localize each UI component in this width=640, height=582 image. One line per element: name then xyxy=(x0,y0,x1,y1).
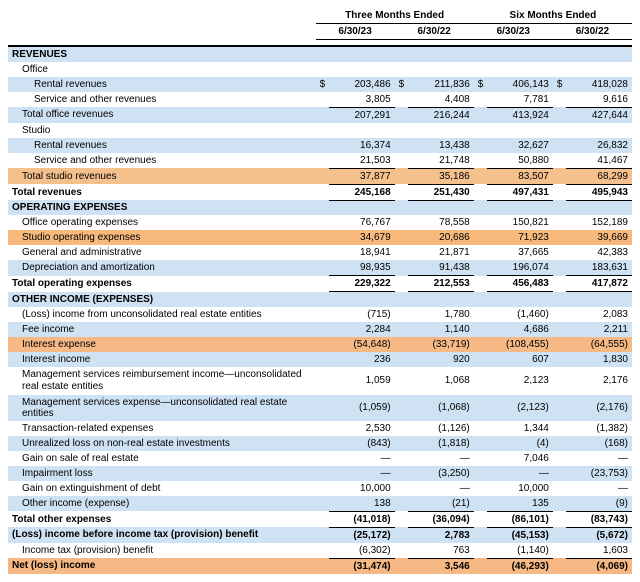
label: Interest income xyxy=(8,352,316,367)
row-impairment: Impairment loss — (3,250) — (23,753) xyxy=(8,466,632,481)
label: Rental revenues xyxy=(8,138,316,153)
label: Depreciation and amortization xyxy=(8,260,316,276)
financial-statement: Three Months Ended Six Months Ended 6/30… xyxy=(8,8,632,574)
row-txn-exp: Transaction-related expenses 2,530 (1,12… xyxy=(8,421,632,436)
label: Gain on extinguishment of debt xyxy=(8,481,316,496)
hdr-p1: 6/30/23 xyxy=(316,24,395,40)
row-office-sub: Office xyxy=(8,62,632,77)
label: (Loss) income from unconsolidated real e… xyxy=(8,307,316,322)
label: Total office revenues xyxy=(8,107,316,123)
label: Office xyxy=(8,62,316,77)
row-unrl-loss: Unrealized loss on non-real estate inves… xyxy=(8,436,632,451)
row-loss-before-tax: (Loss) income before income tax (provisi… xyxy=(8,527,632,543)
row-mgmt-reimb: Management services reimbursement income… xyxy=(8,367,632,395)
hdr-p4: 6/30/22 xyxy=(553,24,632,40)
label: OTHER INCOME (EXPENSES) xyxy=(8,292,316,307)
row-fee-income: Fee income 2,284 1,140 4,686 2,211 xyxy=(8,322,632,337)
label: Rental revenues xyxy=(8,77,316,92)
label: Fee income xyxy=(8,322,316,337)
row-gain-sale: Gain on sale of real estate — — 7,046 — xyxy=(8,451,632,466)
label: Total revenues xyxy=(8,184,316,200)
row-interest-expense: Interest expense (54,648) (33,719) (108,… xyxy=(8,337,632,352)
label: Interest expense xyxy=(8,337,316,352)
label: Studio xyxy=(8,123,316,138)
label: Total studio revenues xyxy=(8,168,316,184)
label: Management services expense—unconsolidat… xyxy=(8,395,316,421)
label: Total operating expenses xyxy=(8,276,316,292)
label: Transaction-related expenses xyxy=(8,421,316,436)
label: Studio operating expenses xyxy=(8,230,316,245)
label: Service and other revenues xyxy=(8,92,316,108)
row-service-studio: Service and other revenues 21,503 21,748… xyxy=(8,153,632,169)
row-total-other: Total other expenses (41,018) (36,094) (… xyxy=(8,511,632,527)
row-loss-unconsol: (Loss) income from unconsolidated real e… xyxy=(8,307,632,322)
row-other-inc: Other income (expense) 138 (21) 135 (9) xyxy=(8,496,632,512)
row-net-loss: Net (loss) income (31,474) 3,546 (46,293… xyxy=(8,558,632,574)
header-period-groups: Three Months Ended Six Months Ended xyxy=(8,8,632,24)
row-mgmt-exp: Management services expense—unconsolidat… xyxy=(8,395,632,421)
label: Office operating expenses xyxy=(8,215,316,230)
hdr-three-months: Three Months Ended xyxy=(316,8,474,24)
row-total-opex: Total operating expenses 229,322 212,553… xyxy=(8,276,632,292)
row-revenues-header: REVENUES xyxy=(8,46,632,62)
row-rental-studio: Rental revenues 16,374 13,438 32,627 26,… xyxy=(8,138,632,153)
row-service-office: Service and other revenues 3,805 4,408 7… xyxy=(8,92,632,108)
label: Unrealized loss on non-real estate inves… xyxy=(8,436,316,451)
label: Gain on sale of real estate xyxy=(8,451,316,466)
row-studio-sub: Studio xyxy=(8,123,632,138)
label: General and administrative xyxy=(8,245,316,260)
row-total-revenues: Total revenues 245,168 251,430 497,431 4… xyxy=(8,184,632,200)
row-interest-income: Interest income 236 920 607 1,830 xyxy=(8,352,632,367)
label: Other income (expense) xyxy=(8,496,316,512)
label: (Loss) income before income tax (provisi… xyxy=(8,527,316,543)
label: Net (loss) income xyxy=(8,558,316,574)
hdr-p3: 6/30/23 xyxy=(474,24,553,40)
row-total-office: Total office revenues 207,291 216,244 41… xyxy=(8,107,632,123)
hdr-p2: 6/30/22 xyxy=(395,24,474,40)
hdr-six-months: Six Months Ended xyxy=(474,8,632,24)
row-rental-office: Rental revenues $203,486 $211,836 $406,1… xyxy=(8,77,632,92)
label: Income tax (provision) benefit xyxy=(8,543,316,559)
label: OPERATING EXPENSES xyxy=(8,200,316,215)
row-gain-exting: Gain on extinguishment of debt 10,000 — … xyxy=(8,481,632,496)
row-ga: General and administrative 18,941 21,871… xyxy=(8,245,632,260)
label: Service and other revenues xyxy=(8,153,316,169)
header-dates: 6/30/23 6/30/22 6/30/23 6/30/22 xyxy=(8,24,632,40)
row-other-header: OTHER INCOME (EXPENSES) xyxy=(8,292,632,307)
row-da: Depreciation and amortization 98,935 91,… xyxy=(8,260,632,276)
label: Management services reimbursement income… xyxy=(8,367,316,395)
label: REVENUES xyxy=(8,46,316,62)
row-total-studio: Total studio revenues 37,877 35,186 83,5… xyxy=(8,168,632,184)
label: Impairment loss xyxy=(8,466,316,481)
row-studio-opex: Studio operating expenses 34,679 20,686 … xyxy=(8,230,632,245)
row-office-opex: Office operating expenses 76,767 78,558 … xyxy=(8,215,632,230)
row-tax-prov: Income tax (provision) benefit (6,302) 7… xyxy=(8,543,632,559)
row-opex-header: OPERATING EXPENSES xyxy=(8,200,632,215)
label: Total other expenses xyxy=(8,511,316,527)
